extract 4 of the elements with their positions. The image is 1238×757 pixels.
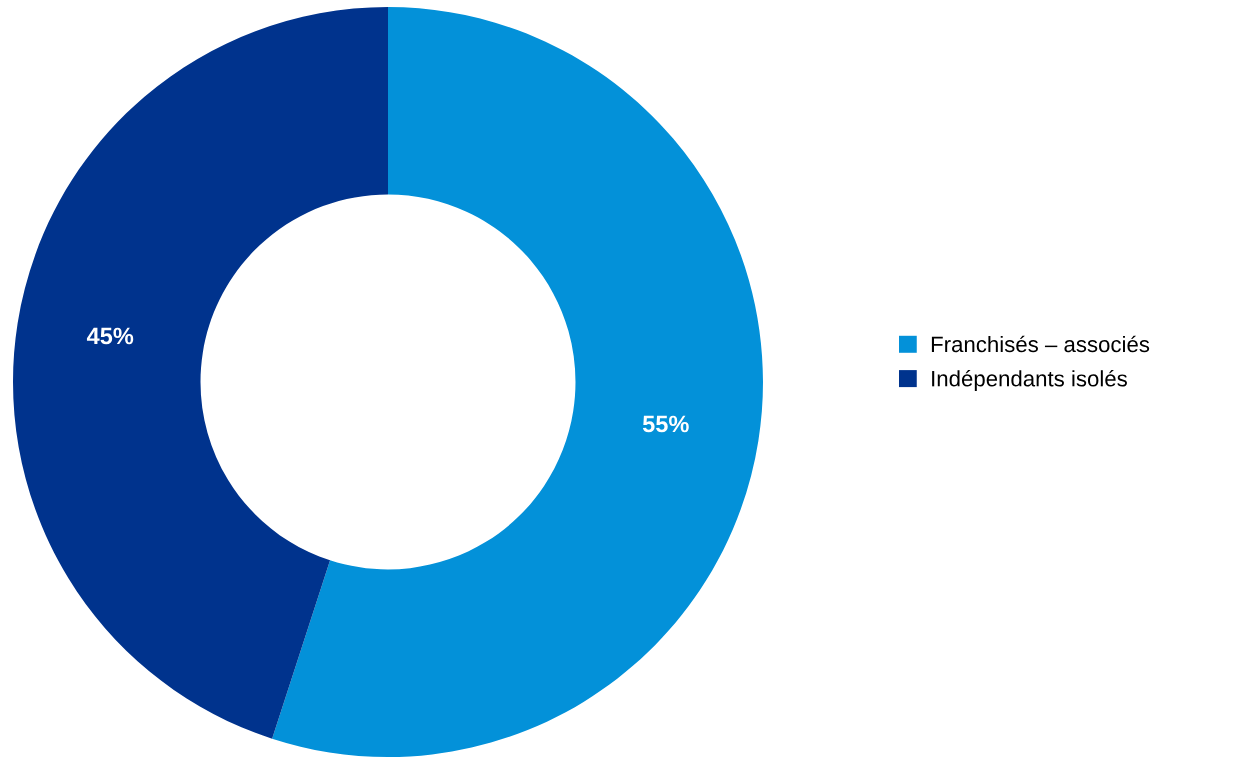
data-label: 45% [86, 327, 134, 345]
legend-label: Indépendants isolés [932, 369, 1127, 391]
data-label: 55% [642, 415, 689, 433]
legend-label: Franchisés – associés [931, 335, 1150, 353]
